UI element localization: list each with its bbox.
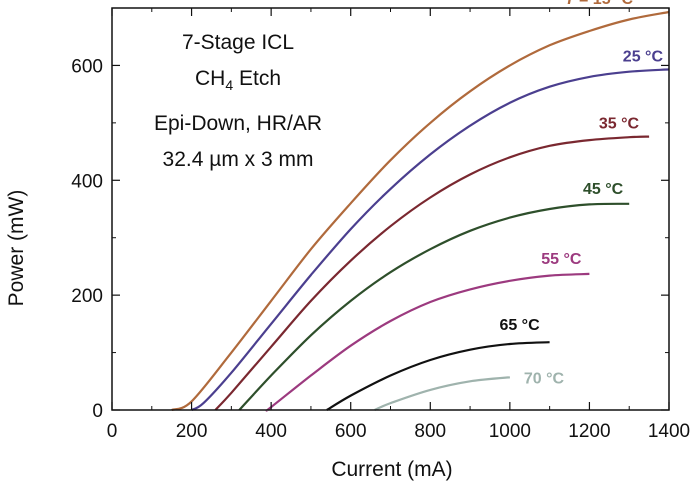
y-tick-label: 400 <box>71 171 103 192</box>
annotation-line-2: CH4 Etch <box>195 67 281 93</box>
annotation-block: 7-Stage ICL CH4 Etch Epi-Down, HR/AR 32.… <box>154 31 322 171</box>
series-line-2 <box>214 135 650 411</box>
series-line-4 <box>265 272 590 412</box>
x-tick-label: 1400 <box>648 421 690 442</box>
x-tick-label: 400 <box>255 421 287 442</box>
series-label-temp-value: = 15 °C <box>575 0 634 8</box>
series-line-0 <box>171 10 670 412</box>
annotation-ch: CH <box>195 67 225 90</box>
series-line-1 <box>191 68 670 412</box>
series-line-5 <box>326 341 550 411</box>
y-axis-label: Power (mW) <box>5 190 28 307</box>
x-tick-label: 1000 <box>489 421 531 442</box>
annotation-line-1: 7-Stage ICL <box>182 31 294 54</box>
axes: 0 200 400 600 800 1000 1200 1400 0 200 400 600 <box>71 7 690 442</box>
series-label-0: T = 15 °C <box>565 0 634 8</box>
series-line-6 <box>374 376 510 412</box>
series-label-temp-symbol: T <box>565 0 576 8</box>
y-tick-label: 200 <box>71 286 103 307</box>
series-label-5: 65 °C <box>499 317 540 334</box>
plot-area: T = 15 °C 25 °C 35 °C 45 °C 55 °C 65 °C 70 °C <box>171 0 670 412</box>
x-tick-label: 0 <box>107 421 118 442</box>
x-axis-label: Current (mA) <box>331 458 452 481</box>
x-tick-label: 800 <box>414 421 446 442</box>
series-label-2: 35 °C <box>599 116 640 133</box>
x-tick-label: 1200 <box>568 421 610 442</box>
series-label-1: 25 °C <box>623 48 664 65</box>
series-label-6: 70 °C <box>524 370 565 387</box>
annotation-etch: Etch <box>233 67 281 90</box>
annotation-line-4: 32.4 µm x 3 mm <box>163 148 314 171</box>
y-tick-label: 0 <box>92 401 103 422</box>
series-line-3 <box>238 202 630 411</box>
x-tick-label: 600 <box>335 421 367 442</box>
series-label-3: 45 °C <box>583 181 624 198</box>
y-tick-label: 600 <box>71 56 103 77</box>
series-label-4: 55 °C <box>541 251 582 268</box>
annotation-subscript: 4 <box>225 77 233 93</box>
x-tick-label: 200 <box>176 421 208 442</box>
annotation-line-3: Epi-Down, HR/AR <box>154 112 322 135</box>
